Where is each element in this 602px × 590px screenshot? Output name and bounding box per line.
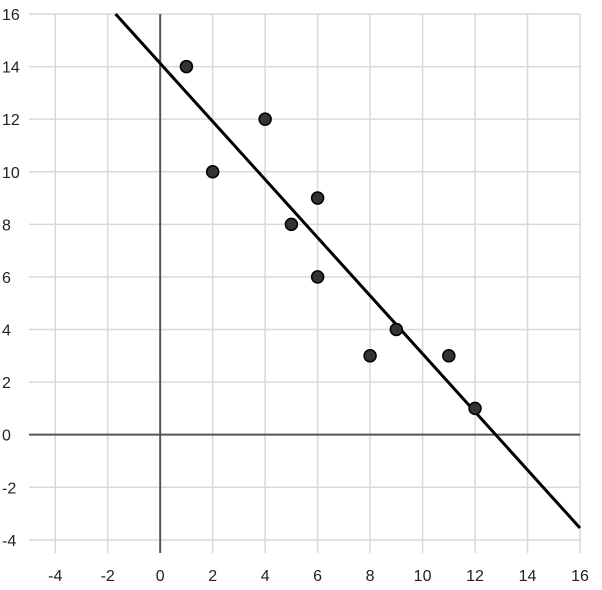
x-tick-label: -4 [48, 568, 62, 585]
x-tick-label: 0 [156, 568, 165, 585]
data-point [442, 349, 456, 363]
y-tick-label: 16 [2, 7, 20, 24]
y-tick-label: 4 [2, 323, 11, 340]
x-tick-label: 4 [261, 568, 270, 585]
y-tick-label: -2 [2, 480, 16, 497]
y-tick-label: -4 [2, 533, 16, 550]
x-tick-label: 6 [313, 568, 322, 585]
data-series [114, 12, 582, 530]
y-tick-label: 0 [2, 428, 11, 445]
y-tick-label: 10 [2, 165, 20, 182]
data-point [468, 401, 482, 416]
data-point [310, 191, 325, 205]
data-point [258, 112, 272, 126]
y-tick-label: 12 [2, 112, 20, 129]
x-tick-label: 10 [414, 568, 432, 585]
tick-labels: -4 -2 0 2 4 6 8 10 12 14 16 -4 -2 0 2 4 6 8 10 12 14 16 [2, 7, 589, 585]
y-tick-label: 14 [2, 60, 20, 77]
x-tick-label: -2 [101, 568, 115, 585]
data-point [310, 270, 325, 284]
y-tick-label: 2 [2, 375, 11, 392]
y-tick-label: 8 [2, 217, 11, 234]
x-tick-label: 2 [208, 568, 217, 585]
x-tick-label: 8 [366, 568, 375, 585]
x-tick-label: 12 [466, 568, 484, 585]
grid-lines [29, 13, 581, 553]
y-tick-label: 6 [2, 270, 11, 287]
x-tick-label: 16 [571, 568, 589, 585]
data-point [205, 165, 220, 179]
data-point [179, 59, 194, 74]
trend-line [114, 12, 582, 530]
data-point [389, 322, 404, 337]
x-tick-label: 14 [519, 568, 537, 585]
data-point [284, 217, 299, 232]
data-point [363, 349, 377, 363]
axes [29, 14, 580, 553]
